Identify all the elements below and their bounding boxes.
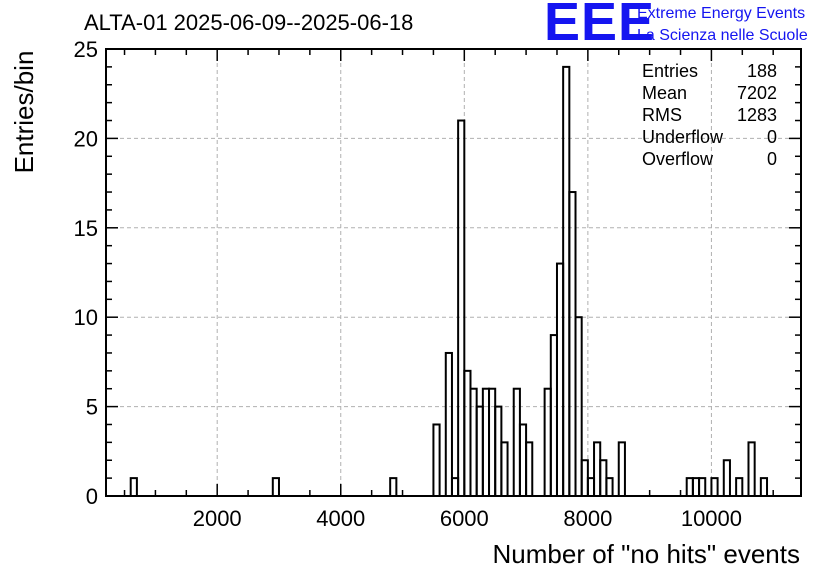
axis-layer: 2000 4000 6000 8000 10000 0 5 10 15 20 25: [74, 37, 802, 531]
x-tick-label-0: 2000: [193, 506, 242, 531]
hist-bar-0: [129, 477, 138, 497]
hist-bar-16: [525, 441, 534, 497]
logo-mark: EEE: [544, 0, 655, 52]
hist-bar-33: [722, 459, 731, 497]
hist-bar-32: [710, 477, 719, 497]
hist-bar-13: [500, 441, 509, 497]
stats-value-0: 188: [747, 61, 777, 81]
stats-label-1: Mean: [642, 83, 687, 103]
x-tick-label-4: 10000: [681, 506, 742, 531]
y-tick-label-1: 5: [86, 395, 98, 420]
stats-value-1: 7202: [737, 83, 777, 103]
stats-box: Entries 188 Mean 7202 RMS 1283 Underflow 0 Overf…: [642, 61, 777, 169]
stats-label-2: RMS: [642, 105, 682, 125]
x-tick-label-1: 4000: [316, 506, 365, 531]
logo-line-1: Extreme Energy Events: [637, 5, 805, 22]
y-axis-label: Entries/bin: [9, 51, 39, 174]
hist-bar-1: [271, 477, 280, 497]
hist-bar-31: [698, 477, 707, 497]
y-tick-label-4: 20: [74, 126, 98, 151]
hist-bar-3: [432, 423, 441, 498]
hist-bar-34: [735, 477, 744, 497]
stats-label-0: Entries: [642, 61, 698, 81]
hist-bar-2: [389, 477, 398, 497]
stats-value-3: 0: [767, 127, 777, 147]
hist-bar-36: [759, 477, 769, 497]
histogram-series: [129, 65, 769, 498]
x-tick-label-2: 6000: [440, 506, 489, 531]
y-tick-label-5: 25: [74, 37, 98, 62]
hist-bar-35: [747, 441, 756, 497]
hist-bar-27: [605, 477, 614, 497]
hist-bar-28: [617, 441, 626, 497]
y-tick-label-3: 15: [74, 216, 98, 241]
x-tick-label-3: 8000: [563, 506, 612, 531]
grid-layer: [106, 48, 801, 496]
logo-block: EEE Extreme Energy Events La Scienza nel…: [544, 0, 808, 52]
stats-label-3: Underflow: [642, 127, 724, 147]
y-tick-label-2: 10: [74, 305, 98, 330]
x-axis-label: Number of "no hits" events: [493, 539, 801, 569]
y-tick-label-0: 0: [86, 484, 98, 509]
stats-value-4: 0: [767, 149, 777, 169]
hist-bar-4: [444, 351, 453, 497]
plot-frame: [105, 48, 802, 497]
stats-value-2: 1283: [737, 105, 777, 125]
chart-title: ALTA-01 2025-06-09--2025-06-18: [84, 10, 413, 35]
stats-label-4: Overflow: [642, 149, 714, 169]
logo-line-2: La Scienza nelle Scuole: [637, 27, 808, 44]
